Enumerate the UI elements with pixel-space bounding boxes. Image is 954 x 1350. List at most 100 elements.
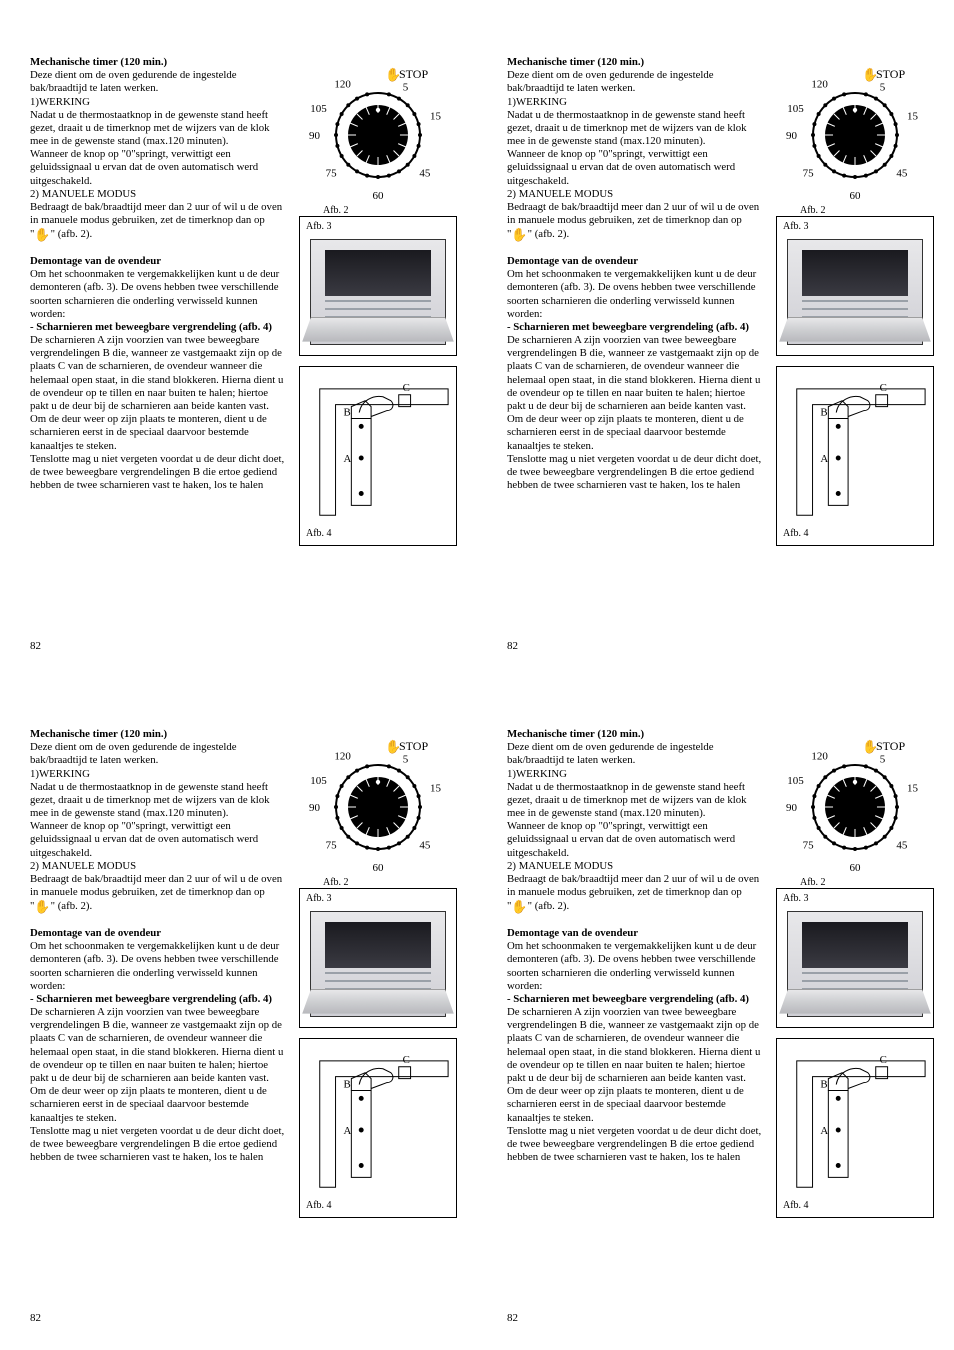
svg-text:B: B — [820, 407, 827, 419]
svg-text:✋: ✋ — [862, 67, 878, 82]
body-text: Deze dient om de oven gedurende de inges… — [507, 741, 764, 767]
svg-text:45: 45 — [419, 839, 431, 851]
body-text: 2) MANUELE MODUS — [30, 188, 287, 201]
svg-text:60: 60 — [850, 862, 862, 874]
figure-caption: Afb. 3 — [783, 893, 809, 904]
body-text: De scharnieren A zijn voorzien van twee … — [30, 334, 287, 453]
body-text: Wanneer de knop op "0"springt, verwittig… — [30, 148, 287, 188]
section-heading: Mechanische timer (120 min.) — [30, 728, 287, 741]
body-text: De scharnieren A zijn voorzien van twee … — [507, 1006, 764, 1125]
dial-stop-label: STOP — [399, 739, 428, 753]
figure-timer-dial: 51545607590105120 STOP ✋ Afb. 2 — [299, 728, 457, 888]
svg-text:5: 5 — [880, 754, 886, 766]
figure-caption: Afb. 2 — [323, 877, 349, 888]
sheet: Mechanische timer (120 min.) Deze dient … — [0, 0, 954, 1344]
text-column: Mechanische timer (120 min.) Deze dient … — [507, 56, 764, 644]
figure-caption: Afb. 4 — [306, 528, 332, 539]
body-text: Bedraagt de bak/braadtijd meer dan 2 uur… — [30, 873, 287, 915]
figure-hinge-diagram: A B C Afb. 4 — [299, 1038, 457, 1218]
svg-text:15: 15 — [430, 110, 442, 122]
body-text: 1)WERKING — [30, 96, 287, 109]
svg-text:90: 90 — [309, 802, 321, 814]
sub-heading: - Scharnieren met beweegbare vergrendeli… — [30, 993, 287, 1006]
svg-text:45: 45 — [419, 167, 431, 179]
svg-text:C: C — [880, 382, 887, 394]
svg-text:C: C — [403, 382, 410, 394]
svg-text:✋: ✋ — [862, 739, 878, 754]
figure-caption: Afb. 2 — [800, 877, 826, 888]
body-text: Nadat u de thermostaatknop in de gewenst… — [30, 109, 287, 149]
figure-timer-dial: 51545607590105120 STOP ✋ Afb. 2 — [299, 56, 457, 216]
figure-column: 51545607590105120 STOP ✋ Afb. 2 Afb. 3 — [776, 56, 934, 644]
svg-text:60: 60 — [373, 862, 385, 874]
svg-text:15: 15 — [907, 782, 919, 794]
body-text: " (afb. 2). — [51, 900, 93, 912]
page: Mechanische timer (120 min.) Deze dient … — [477, 0, 954, 672]
body-text: Deze dient om de oven gedurende de inges… — [30, 741, 287, 767]
figure-caption: Afb. 4 — [783, 528, 809, 539]
body-text: Nadat u de thermostaatknop in de gewenst… — [30, 781, 287, 821]
figure-caption: Afb. 3 — [306, 221, 332, 232]
hand-icon: ✋ — [511, 899, 527, 914]
svg-text:75: 75 — [803, 167, 815, 179]
sub-heading: - Scharnieren met beweegbare vergrendeli… — [30, 321, 287, 334]
figure-hinge-diagram: A B C Afb. 4 — [299, 366, 457, 546]
svg-text:A: A — [820, 453, 828, 465]
svg-text:75: 75 — [326, 839, 338, 851]
svg-text:120: 120 — [811, 79, 828, 91]
body-text: Om het schoonmaken te vergemakkelijken k… — [507, 268, 764, 321]
svg-text:15: 15 — [907, 110, 919, 122]
svg-text:45: 45 — [896, 167, 908, 179]
section-heading: Mechanische timer (120 min.) — [507, 56, 764, 69]
body-text: Om het schoonmaken te vergemakkelijken k… — [507, 940, 764, 993]
page: Mechanische timer (120 min.) Deze dient … — [0, 0, 477, 672]
body-text: Deze dient om de oven gedurende de inges… — [507, 69, 764, 95]
figure-column: 51545607590105120 STOP ✋ Afb. 2 Afb. 3 — [776, 728, 934, 1316]
figure-caption: Afb. 2 — [323, 205, 349, 216]
body-text: Tenslotte mag u niet vergeten voordat u … — [30, 1125, 287, 1165]
svg-text:90: 90 — [786, 802, 798, 814]
section-heading: Demontage van de ovendeur — [507, 255, 764, 268]
hand-icon: ✋ — [34, 899, 50, 914]
svg-text:✋: ✋ — [385, 67, 401, 82]
figure-oven-door: Afb. 3 — [299, 216, 457, 356]
section-heading: Demontage van de ovendeur — [30, 927, 287, 940]
body-text: " (afb. 2). — [528, 228, 570, 240]
dial-stop-label: STOP — [876, 739, 905, 753]
hand-icon: ✋ — [511, 227, 527, 242]
svg-text:B: B — [343, 1079, 350, 1091]
figure-caption: Afb. 4 — [783, 1200, 809, 1211]
page-number: 82 — [30, 1312, 41, 1324]
body-text: Wanneer de knop op "0"springt, verwittig… — [507, 820, 764, 860]
body-text: " (afb. 2). — [528, 900, 570, 912]
figure-oven-door: Afb. 3 — [299, 888, 457, 1028]
page-number: 82 — [507, 640, 518, 652]
text-column: Mechanische timer (120 min.) Deze dient … — [30, 728, 287, 1316]
dial-stop-label: STOP — [399, 67, 428, 81]
section-heading: Demontage van de ovendeur — [30, 255, 287, 268]
svg-text:C: C — [403, 1054, 410, 1066]
svg-text:B: B — [343, 407, 350, 419]
svg-text:105: 105 — [310, 103, 327, 115]
body-text: Nadat u de thermostaatknop in de gewenst… — [507, 781, 764, 821]
body-text: " (afb. 2). — [51, 228, 93, 240]
figure-hinge-diagram: A B C Afb. 4 — [776, 1038, 934, 1218]
svg-text:60: 60 — [373, 190, 385, 202]
svg-text:B: B — [820, 1079, 827, 1091]
figure-caption: Afb. 4 — [306, 1200, 332, 1211]
body-text: 1)WERKING — [507, 96, 764, 109]
body-text: Tenslotte mag u niet vergeten voordat u … — [507, 453, 764, 493]
svg-text:105: 105 — [787, 775, 804, 787]
body-text: Nadat u de thermostaatknop in de gewenst… — [507, 109, 764, 149]
body-text: Deze dient om de oven gedurende de inges… — [30, 69, 287, 95]
figure-caption: Afb. 3 — [306, 893, 332, 904]
body-text: Wanneer de knop op "0"springt, verwittig… — [507, 148, 764, 188]
svg-text:105: 105 — [310, 775, 327, 787]
svg-text:120: 120 — [811, 751, 828, 763]
svg-text:A: A — [343, 453, 351, 465]
section-heading: Mechanische timer (120 min.) — [30, 56, 287, 69]
body-text: De scharnieren A zijn voorzien van twee … — [30, 1006, 287, 1125]
figure-column: 51545607590105120 STOP ✋ Afb. 2 Afb. 3 — [299, 728, 457, 1316]
svg-text:✋: ✋ — [385, 739, 401, 754]
section-heading: Demontage van de ovendeur — [507, 927, 764, 940]
